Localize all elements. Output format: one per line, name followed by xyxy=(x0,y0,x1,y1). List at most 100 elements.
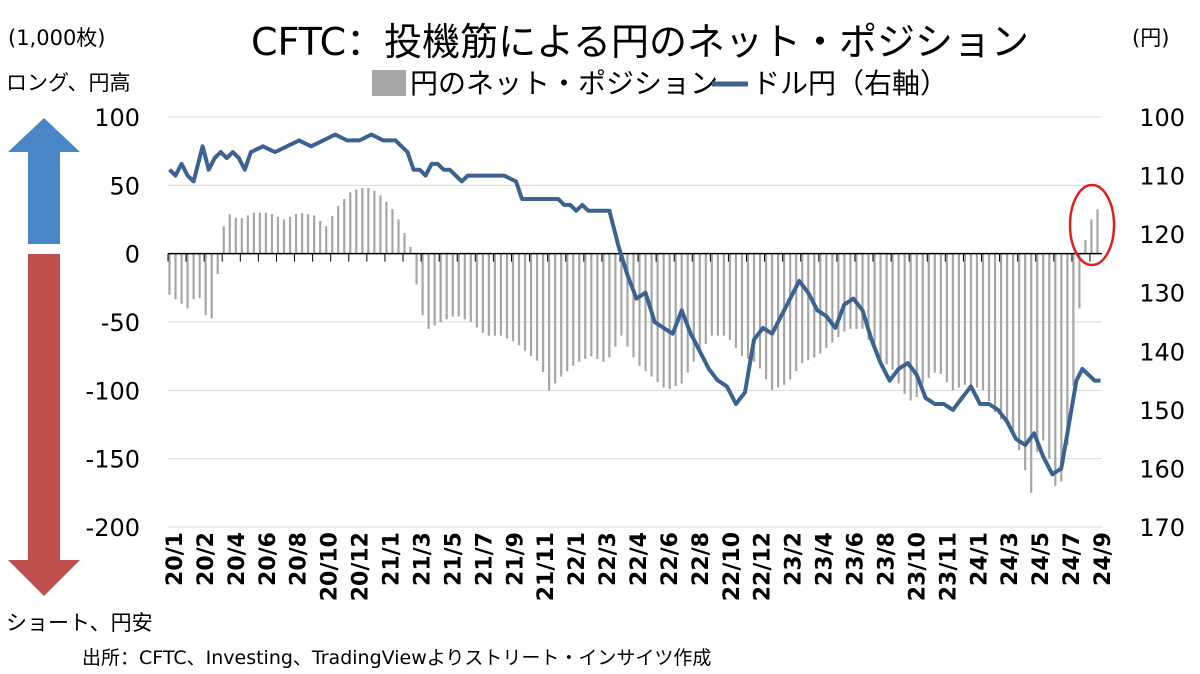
left-tick-label: -100 xyxy=(86,377,140,405)
net-position-bar xyxy=(451,253,454,317)
net-position-bar xyxy=(307,214,310,254)
net-position-bar xyxy=(1042,253,1045,441)
net-position-bar xyxy=(849,253,852,329)
net-position-bar xyxy=(222,226,225,254)
net-position-bar xyxy=(819,253,822,354)
source-note: 出所：CFTC、Investing、TradingViewよりストリート・インサ… xyxy=(82,647,711,669)
net-position-bar xyxy=(897,253,900,384)
net-position-bar xyxy=(716,253,719,336)
net-position-bar xyxy=(517,253,521,346)
left-tick-label: -150 xyxy=(86,446,140,474)
net-position-bar xyxy=(294,214,298,254)
net-position-bar xyxy=(843,253,846,332)
x-tick-label: 22/3 xyxy=(596,532,621,586)
net-position-bar xyxy=(355,189,358,254)
net-position-bar xyxy=(1048,253,1051,459)
net-position-bar xyxy=(180,253,183,304)
x-tick-label: 23/2 xyxy=(782,532,807,586)
net-position-bar xyxy=(975,253,979,388)
x-tick-label: 22/10 xyxy=(720,532,745,601)
net-position-bar xyxy=(523,253,527,351)
x-tick-label: 20/2 xyxy=(194,532,219,586)
net-position-bar xyxy=(746,253,750,359)
x-axis-ticks xyxy=(167,253,1091,262)
x-tick-label: 21/3 xyxy=(410,532,435,586)
net-position-bar xyxy=(1018,253,1021,451)
long-label: ロング、円高 xyxy=(6,71,131,95)
net-position-bar xyxy=(981,253,985,391)
net-position-bar xyxy=(349,192,352,254)
net-position-bar xyxy=(987,253,991,402)
short-label: ショート、円安 xyxy=(6,611,153,635)
net-position-bar xyxy=(343,199,346,254)
net-position-bar xyxy=(861,253,864,329)
net-position-bar xyxy=(915,253,918,398)
net-position-bar xyxy=(668,253,671,389)
right-tick-label: 140 xyxy=(1139,338,1185,366)
x-tick-label: 21/7 xyxy=(472,532,497,586)
right-axis-unit: (円) xyxy=(1132,26,1169,50)
net-position-bar xyxy=(542,253,545,373)
net-position-bar xyxy=(216,253,219,275)
net-position-bar xyxy=(867,253,870,340)
net-position-bar xyxy=(1060,253,1063,482)
chart-title: CFTC：投機筋による円のネット・ポジション xyxy=(251,20,1029,64)
x-tick-label: 24/5 xyxy=(1029,532,1054,586)
net-position-bar xyxy=(590,253,593,357)
x-tick-label: 24/3 xyxy=(998,532,1023,586)
x-tick-label: 21/9 xyxy=(503,532,528,586)
net-position-bar xyxy=(1084,240,1087,254)
net-position-bar xyxy=(807,253,810,361)
net-position-bar xyxy=(1072,253,1075,386)
net-position-bar xyxy=(439,253,442,322)
net-position-bar xyxy=(626,253,629,347)
net-position-bar xyxy=(728,253,732,340)
net-position-bar xyxy=(1036,253,1039,452)
net-position-bar xyxy=(596,253,599,359)
net-position-bar xyxy=(337,205,340,254)
x-tick-label: 20/6 xyxy=(256,532,281,586)
net-position-bar xyxy=(174,253,177,300)
net-position-bar xyxy=(680,253,683,384)
net-position-bar xyxy=(288,216,292,254)
x-tick-label: 24/1 xyxy=(967,532,992,586)
left-tick-label: -200 xyxy=(86,514,140,542)
net-position-bar xyxy=(704,253,707,344)
net-position-bar xyxy=(319,220,322,254)
net-position-bar xyxy=(1096,209,1099,254)
net-position-bar xyxy=(379,195,382,254)
right-tick-label: 110 xyxy=(1139,163,1185,191)
net-position-bar xyxy=(258,212,261,254)
left-axis-unit: (1,000枚) xyxy=(8,26,106,50)
net-position-bar xyxy=(758,253,762,369)
net-position-bar xyxy=(270,214,274,254)
net-position-bar xyxy=(951,253,954,391)
net-position-bar xyxy=(710,253,713,336)
x-tick-label: 22/8 xyxy=(689,532,714,586)
legend-bar-swatch xyxy=(372,70,406,96)
net-position-bar xyxy=(1012,253,1015,434)
net-position-bar xyxy=(698,253,701,353)
net-position-bar xyxy=(554,253,557,384)
right-axis: 100 110 120 130 140 150 160 170 xyxy=(1139,104,1185,542)
net-position-bar xyxy=(457,253,460,317)
x-tick-label: 20/12 xyxy=(349,532,374,601)
net-position-bar xyxy=(228,214,231,254)
net-position-bar xyxy=(927,253,930,379)
net-position-bar xyxy=(373,190,376,254)
net-position-bar xyxy=(831,253,834,343)
net-position-bar xyxy=(1054,253,1057,486)
net-position-bar xyxy=(885,253,888,365)
net-position-bar xyxy=(722,253,725,336)
arrow-up-icon xyxy=(8,118,80,244)
net-position-bar xyxy=(921,253,924,384)
net-position-bar xyxy=(300,213,304,254)
net-position-bar xyxy=(385,201,388,254)
net-position-bar xyxy=(632,253,635,358)
net-position-bar xyxy=(1078,253,1081,309)
net-position-bar xyxy=(584,253,587,359)
net-position-bar xyxy=(427,253,430,329)
net-position-bar xyxy=(674,253,677,387)
right-tick-label: 150 xyxy=(1139,397,1185,425)
